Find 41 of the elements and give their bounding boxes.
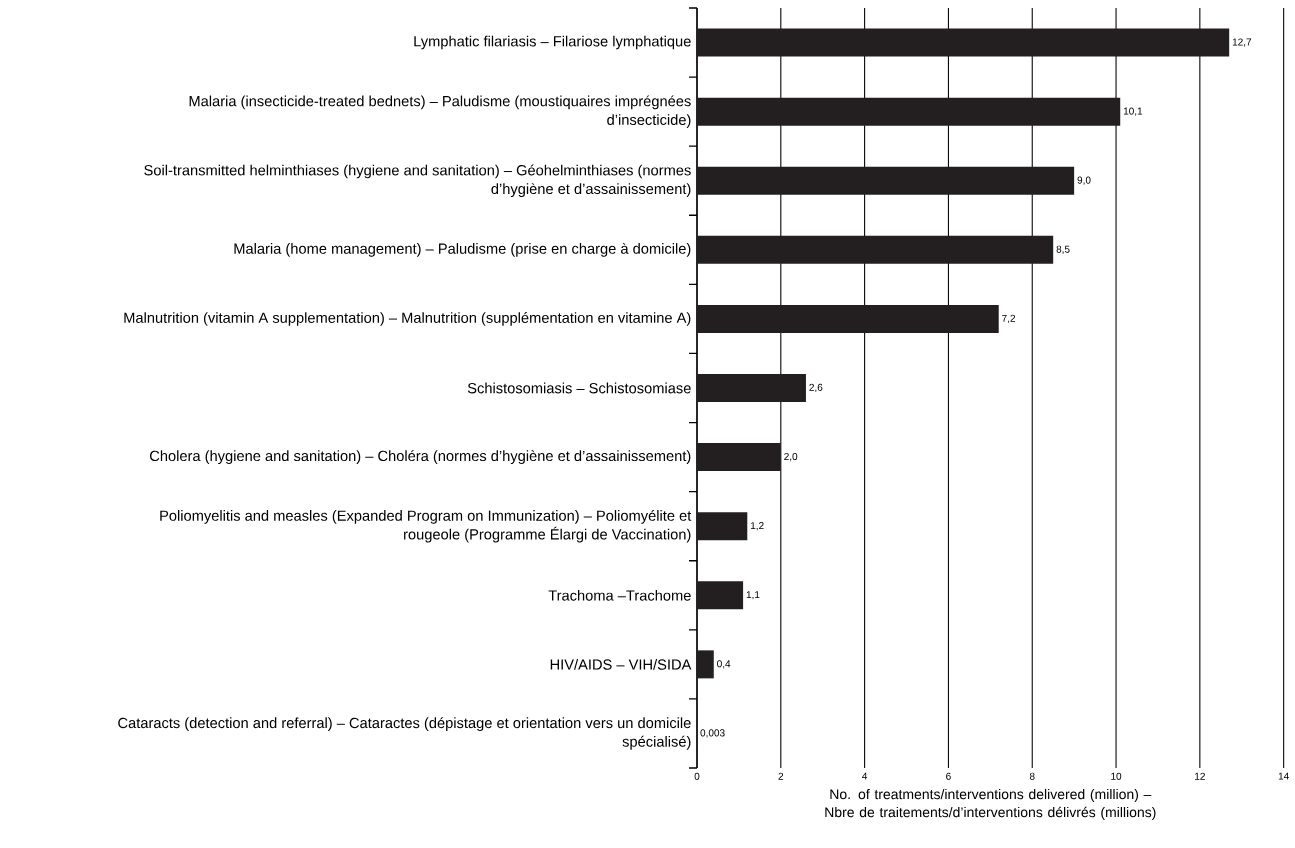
- x-tick-label: 8: [1029, 772, 1035, 780]
- bar: [697, 304, 999, 333]
- data-label: 2,0: [784, 452, 798, 462]
- y-tick-label: Poliomyelitis and measles (Expanded Program on Immunization) – Poliomyélite et rougeole (Programme Élargi de Vaccination): [160, 509, 692, 543]
- x-tick-label: 6: [946, 772, 951, 780]
- bar: [697, 650, 714, 679]
- y-tick-label: Schistosomiasis – Schistosomiase: [467, 382, 691, 394]
- bar: [697, 512, 748, 541]
- y-tick-label: Soil-transmitted helminthiases (hygiene and sanitation) – Géohelminthiases (normes d’hygiène et d’assainissement): [144, 164, 691, 197]
- y-tick-label: HIV/AIDS – VIH/SIDA: [550, 658, 692, 670]
- y-tick-label: Lymphatic filariasis – Filariose lymphatique: [414, 35, 691, 50]
- data-label: 9,0: [1077, 176, 1091, 185]
- data-label: 7,2: [1002, 314, 1016, 324]
- y-tick-label: Malaria (home management) – Paludisme (prise en charge à domicile): [234, 242, 691, 257]
- x-tick-label: 4: [862, 772, 868, 780]
- x-tick-label: 12: [1195, 772, 1205, 780]
- y-tick-label: Cataracts (detection and referral) – Cataractes (dépistage et orientation vers un domicile spécialisé): [118, 717, 691, 750]
- x-tick-label: 10: [1111, 772, 1122, 780]
- x-tick-label: 0: [694, 772, 700, 780]
- bar: [697, 28, 1230, 57]
- x-tick-label: 2: [778, 772, 784, 780]
- data-label: 0,003: [700, 729, 725, 738]
- bar: [697, 443, 781, 472]
- x-axis-title: No. of treatments/interventions delivered (million) – Nbre de traitements/d’interventions délivrés (millions): [825, 788, 1156, 820]
- bar: [697, 235, 1054, 264]
- y-tick-label: Malaria (insecticide-treated bednets) – Paludisme (moustiquaires imprégnées d’insecticide): [189, 95, 691, 128]
- y-tick-label: Malnutrition (vitamin A supplementation) – Malnutrition (supplémentation en vitamine A): [124, 311, 691, 326]
- y-tick-label: Trachoma –Trachome: [548, 589, 691, 601]
- x-tick-label: 14: [1278, 772, 1289, 780]
- bar: [697, 97, 1121, 126]
- data-label: 10,1: [1123, 107, 1143, 116]
- data-label: 2,6: [809, 383, 823, 393]
- bar: [697, 581, 744, 610]
- bar: [697, 374, 806, 402]
- data-label: 12,7: [1232, 38, 1252, 47]
- data-label: 1,1: [746, 591, 760, 600]
- data-label: 0,4: [717, 660, 731, 669]
- bar: [697, 166, 1075, 195]
- data-label: 8,5: [1056, 245, 1070, 254]
- data-label: 1,2: [750, 522, 764, 531]
- y-tick-label: Cholera (hygiene and sanitation) – Choléra (normes d’hygiène et d’assainissement): [150, 450, 691, 464]
